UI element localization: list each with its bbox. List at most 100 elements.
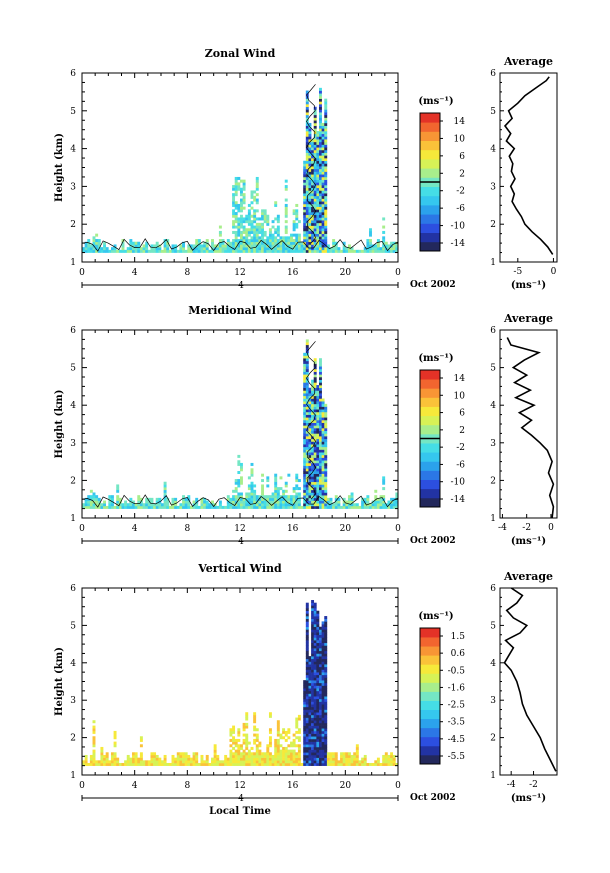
heatmap-cell bbox=[316, 698, 320, 702]
heatmap-cell bbox=[316, 149, 320, 153]
heatmap-cell bbox=[232, 746, 236, 750]
heatmap-cell bbox=[316, 645, 320, 649]
heatmap-cell bbox=[145, 247, 149, 251]
heatmap-cell bbox=[350, 247, 354, 251]
heatmap-cell bbox=[250, 468, 254, 472]
heatmap-cell bbox=[324, 195, 328, 199]
heatmap-cell bbox=[313, 664, 317, 668]
heatmap-cell bbox=[305, 414, 309, 418]
heatmap-cell bbox=[313, 141, 317, 145]
heatmap-cell bbox=[324, 106, 328, 110]
heatmap-cell bbox=[369, 244, 372, 248]
heatmap-cell bbox=[174, 500, 178, 504]
heatmap-cell bbox=[92, 239, 96, 243]
heatmap-cell bbox=[303, 174, 307, 178]
heatmap-cell bbox=[137, 503, 141, 507]
heatmap-cell bbox=[326, 760, 330, 764]
heatmap-cell bbox=[82, 249, 85, 253]
heatmap-cell bbox=[324, 166, 328, 170]
heatmap-cell bbox=[303, 358, 307, 362]
heatmap-cell bbox=[324, 722, 328, 726]
heatmap-cell bbox=[319, 220, 322, 224]
heatmap-cell bbox=[247, 222, 251, 226]
heatmap-cell bbox=[305, 645, 309, 649]
heatmap-cell bbox=[350, 492, 354, 496]
heatmap-cell bbox=[187, 495, 191, 499]
heatmap-cell bbox=[126, 757, 130, 761]
heatmap-cell bbox=[303, 749, 307, 753]
heatmap-cell bbox=[319, 228, 322, 232]
colorbar-segment bbox=[420, 443, 440, 453]
heatmap-cell bbox=[316, 760, 320, 764]
heatmap-cell bbox=[390, 241, 394, 245]
heatmap-cell bbox=[324, 241, 328, 245]
heatmap-cell bbox=[150, 503, 154, 507]
heatmap-cell bbox=[363, 760, 367, 764]
heatmap-cell bbox=[274, 239, 278, 243]
heatmap-cell bbox=[232, 195, 236, 199]
heatmap-cell bbox=[366, 500, 370, 504]
heatmap-cell bbox=[321, 171, 325, 175]
heatmap-cell bbox=[342, 247, 346, 251]
heatmap-cell bbox=[295, 476, 299, 480]
heatmap-cell bbox=[324, 212, 328, 216]
heatmap-cell bbox=[303, 476, 307, 480]
heatmap-cell bbox=[321, 430, 325, 434]
heatmap-cell bbox=[311, 414, 315, 418]
heatmap-cell bbox=[303, 730, 307, 734]
heatmap-cell bbox=[311, 497, 315, 501]
heatmap-cell bbox=[124, 760, 128, 764]
heatmap-cell bbox=[390, 249, 394, 253]
heatmap-cell bbox=[308, 163, 312, 167]
heatmap-cell bbox=[324, 733, 328, 737]
heatmap-cell bbox=[305, 406, 309, 410]
heatmap-cell bbox=[361, 500, 365, 504]
heatmap-cell bbox=[290, 744, 293, 748]
heatmap-cell bbox=[324, 701, 328, 705]
heatmap-cell bbox=[253, 220, 257, 224]
heatmap-cell bbox=[247, 495, 251, 499]
heatmap-cell bbox=[284, 749, 288, 753]
heatmap-cell bbox=[250, 220, 254, 224]
heatmap-cell bbox=[316, 387, 320, 391]
heatmap-cell bbox=[240, 495, 243, 499]
heatmap-cell bbox=[316, 634, 320, 638]
heatmap-cell bbox=[319, 187, 322, 191]
heatmap-cell bbox=[105, 247, 109, 251]
heatmap-cell bbox=[319, 144, 322, 148]
heatmap-cell bbox=[305, 203, 309, 207]
heatmap-cell bbox=[321, 696, 325, 700]
heatmap-cell bbox=[147, 500, 151, 504]
heatmap-cell bbox=[382, 476, 386, 480]
heatmap-cell bbox=[316, 738, 320, 742]
heatmap-cell bbox=[319, 648, 322, 652]
heatmap-cell bbox=[290, 495, 293, 499]
heatmap-cell bbox=[324, 495, 328, 499]
heatmap-cell bbox=[305, 462, 309, 466]
heatmap-cell bbox=[229, 503, 233, 507]
heatmap-cell bbox=[258, 225, 262, 229]
heatmap-cell bbox=[313, 106, 317, 110]
heatmap-cell bbox=[305, 722, 309, 726]
heatmap-cell bbox=[153, 754, 157, 758]
heatmap-cell bbox=[234, 244, 238, 248]
heatmap-cell bbox=[311, 500, 315, 504]
heatmap-cell bbox=[308, 182, 312, 186]
heatmap-cell bbox=[232, 736, 236, 740]
heatmap-cell bbox=[161, 249, 164, 253]
heatmap-cell bbox=[311, 762, 315, 766]
heatmap-cell bbox=[240, 465, 243, 469]
heatmap-cell bbox=[311, 149, 315, 153]
heatmap-cell bbox=[308, 141, 312, 145]
heatmap-cell bbox=[234, 206, 238, 210]
heatmap-cell bbox=[255, 752, 259, 756]
heatmap-cell bbox=[182, 244, 185, 248]
heatmap-cell bbox=[240, 462, 243, 466]
heatmap-cell bbox=[308, 438, 312, 442]
heatmap-cell bbox=[316, 398, 320, 402]
heatmap-cell bbox=[253, 230, 257, 234]
heatmap-cell bbox=[150, 752, 154, 756]
heatmap-cell bbox=[303, 682, 307, 686]
heatmap-cell bbox=[95, 505, 99, 509]
heatmap-cell bbox=[237, 495, 241, 499]
